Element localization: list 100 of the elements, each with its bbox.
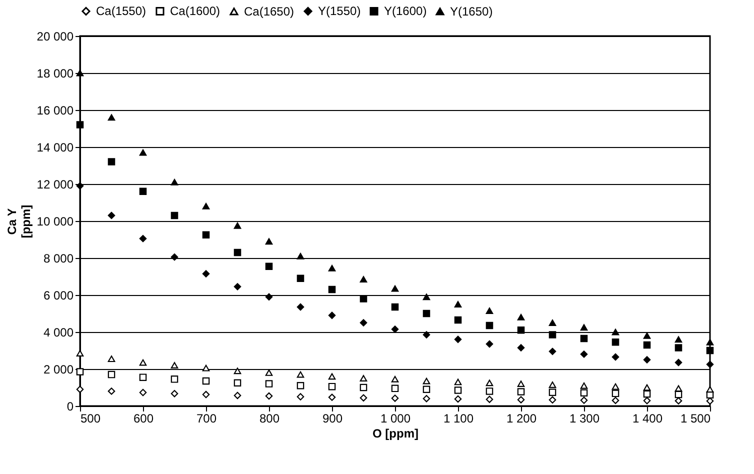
point: [580, 324, 588, 331]
point: [517, 396, 525, 404]
point: [486, 388, 494, 395]
y-tick-label: 18 000: [36, 66, 74, 80]
point: [422, 310, 430, 318]
point: [674, 358, 682, 366]
x-tick-label: 1 100: [443, 412, 474, 426]
point: [170, 376, 178, 383]
x-tick-label: 1 400: [632, 412, 663, 426]
legend-label: Y(1650): [450, 4, 493, 18]
point: [517, 380, 525, 388]
point: [76, 121, 84, 128]
point: [296, 252, 304, 260]
x-tick-label: 1 300: [569, 412, 600, 426]
point: [76, 386, 84, 393]
point: [202, 364, 210, 372]
point: [643, 390, 651, 398]
point: [234, 248, 242, 256]
point: [612, 328, 620, 336]
point: [170, 212, 178, 220]
y-tick-label: 8 000: [43, 252, 74, 266]
x-tick-label: 1 200: [506, 412, 537, 426]
point: [454, 378, 462, 386]
point: [360, 295, 368, 302]
legend-label: Ca(1650): [244, 4, 294, 18]
point: [265, 369, 273, 376]
point: [706, 360, 714, 368]
point: [580, 396, 588, 404]
x-tick-label: 1 500: [680, 412, 711, 426]
point: [422, 394, 430, 402]
point: [108, 114, 116, 121]
point: [422, 378, 430, 384]
point: [612, 353, 620, 361]
point: [360, 394, 368, 402]
point: [422, 294, 430, 300]
y-axis-title: Ca Y [ppm]: [4, 204, 33, 238]
point: [612, 383, 620, 390]
point: [108, 370, 116, 378]
point: [328, 373, 336, 380]
y-tick-label: 10 000: [36, 214, 74, 228]
point: [265, 380, 273, 388]
point: [170, 178, 178, 186]
point: [234, 222, 242, 229]
y-tick-label: 12 000: [36, 178, 74, 192]
x-tick-label: 900: [322, 412, 343, 426]
point: [391, 394, 399, 402]
legend-label: Y(1550): [318, 4, 361, 18]
point: [360, 319, 368, 326]
point: [170, 390, 178, 398]
point: [517, 388, 525, 396]
point: [612, 396, 620, 404]
y-tick-label: 14 000: [36, 140, 74, 154]
point: [202, 231, 210, 239]
point: [170, 253, 178, 261]
legend-label: Ca(1600): [170, 4, 220, 18]
point: [202, 377, 210, 385]
point: [202, 390, 210, 398]
point: [296, 371, 304, 378]
point: [674, 385, 682, 392]
point: [360, 384, 368, 392]
point: [139, 388, 147, 396]
point: [486, 308, 494, 314]
x-axis-title: O [ppm]: [372, 426, 418, 440]
point: [706, 346, 714, 354]
point: [643, 397, 651, 404]
point: [139, 374, 147, 381]
point: [328, 264, 336, 272]
point: [612, 390, 620, 398]
point: [360, 276, 368, 282]
point: [328, 286, 336, 294]
point: [612, 338, 620, 346]
point: [391, 285, 399, 292]
point: [643, 341, 651, 349]
y-tick-label: 6 000: [43, 288, 74, 302]
point: [108, 212, 116, 220]
point: [391, 303, 399, 311]
y-tick-label: 2 000: [43, 362, 74, 376]
point: [234, 368, 242, 374]
point: [108, 158, 116, 166]
point: [674, 336, 682, 343]
point: [674, 397, 682, 404]
point: [486, 396, 494, 403]
point: [234, 379, 242, 387]
point: [360, 375, 368, 382]
legend-label: Ca(1550): [96, 4, 146, 18]
point: [548, 348, 556, 356]
point: [548, 396, 556, 404]
point: [391, 384, 399, 392]
point: [391, 326, 399, 333]
point: [265, 392, 273, 400]
point: [234, 392, 242, 400]
point: [391, 376, 399, 382]
point: [265, 293, 273, 300]
point: [548, 388, 556, 396]
point: [517, 326, 525, 334]
point: [139, 188, 147, 196]
legend-label: Y(1600): [384, 4, 427, 18]
point: [170, 362, 178, 369]
point: [580, 350, 588, 358]
point: [108, 356, 116, 362]
